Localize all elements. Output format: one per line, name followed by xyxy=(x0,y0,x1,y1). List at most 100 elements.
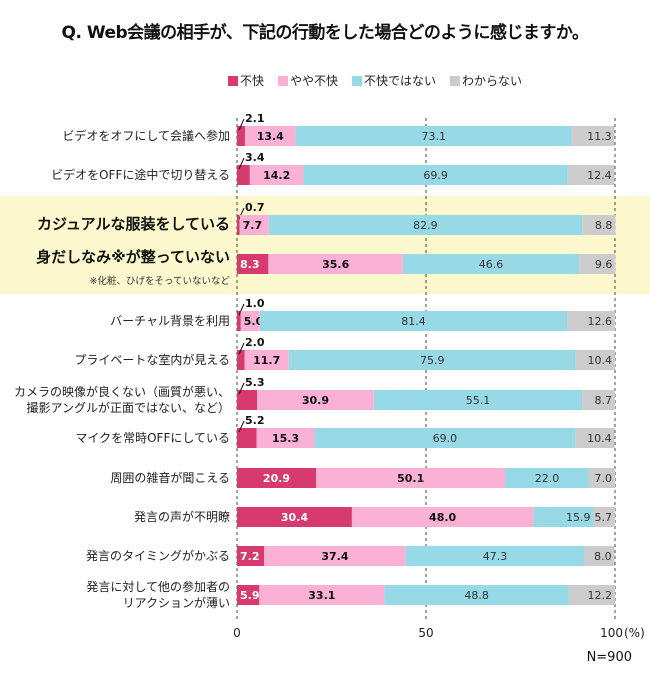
data-label: 20.9 xyxy=(263,472,290,485)
bar-segment-fukai xyxy=(237,585,260,605)
data-label: 35.6 xyxy=(322,258,349,271)
data-label: 46.6 xyxy=(479,258,504,271)
legend-item: わからない xyxy=(450,72,522,89)
data-label: 7.0 xyxy=(595,472,613,485)
data-label: 81.4 xyxy=(401,315,426,328)
bar-segment-yaya-fukai xyxy=(351,507,534,527)
x-tick-label: 50 xyxy=(418,626,433,640)
bar-segment-fukai-dewanai xyxy=(373,390,583,410)
category-label: ビデオをオフにして会議へ参加 xyxy=(62,128,230,143)
bar-segment-fukai-dewanai xyxy=(268,215,583,235)
data-label: 8.0 xyxy=(594,550,612,563)
bar-segment-fukai xyxy=(237,311,241,331)
data-label: 12.6 xyxy=(588,315,613,328)
bar-segment-fukai-dewanai xyxy=(303,165,568,185)
data-label: 14.2 xyxy=(263,169,290,182)
bar-segment-fukai xyxy=(237,215,240,235)
bar-segment-fukai xyxy=(237,126,245,146)
data-label: 11.7 xyxy=(253,354,280,367)
bar-segment-wakaranai xyxy=(575,350,615,370)
data-label: 12.4 xyxy=(587,169,612,182)
data-label: 5.7 xyxy=(595,511,613,524)
data-label: 5.9 xyxy=(240,589,260,602)
legend-label: 不快ではない xyxy=(364,74,437,88)
bar-segment-yaya-fukai xyxy=(244,126,296,146)
data-label: 69.9 xyxy=(423,169,448,182)
data-label: 47.3 xyxy=(483,550,508,563)
legend-swatch xyxy=(228,75,238,86)
data-label: 5.3 xyxy=(245,376,265,389)
bar-segment-wakaranai xyxy=(593,507,615,527)
data-label: 73.1 xyxy=(421,130,446,143)
bar-segment-fukai-dewanai xyxy=(288,350,576,370)
legend-label: わからない xyxy=(462,74,523,88)
data-label: 13.4 xyxy=(257,130,284,143)
highlight-band xyxy=(0,196,650,294)
bar-segment-yaya-fukai xyxy=(316,468,506,488)
data-label: 50.1 xyxy=(397,472,424,485)
bar-segment-wakaranai xyxy=(567,311,615,331)
bar-segment-yaya-fukai xyxy=(249,165,304,185)
category-label: 発言のタイミングがかぶる xyxy=(86,548,230,563)
category-label: リアクションが薄い xyxy=(123,595,230,610)
bar-segment-wakaranai xyxy=(571,126,615,146)
bar-segment-wakaranai xyxy=(582,215,616,235)
bar-segment-yaya-fukai xyxy=(259,585,385,605)
x-tick-label: 0 xyxy=(233,626,241,640)
leader-line xyxy=(238,157,245,170)
bar-segment-fukai-dewanai xyxy=(533,507,594,527)
bar-segment-fukai xyxy=(237,350,245,370)
legend-swatch xyxy=(278,75,289,86)
bar-segment-fukai-dewanai xyxy=(314,428,576,448)
data-label: 22.0 xyxy=(535,472,560,485)
bar-segment-fukai xyxy=(237,468,317,488)
data-label: 8.7 xyxy=(595,394,613,407)
legend: 不快 やや不快 不快ではない わからない xyxy=(228,72,522,89)
data-label: 12.2 xyxy=(588,589,613,602)
leader-line xyxy=(238,118,245,131)
bar-segment-wakaranai xyxy=(575,428,615,448)
category-note: ※化粧、ひげをそっていないなど xyxy=(90,275,231,287)
data-label: 3.4 xyxy=(245,151,265,164)
bar-segment-yaya-fukai xyxy=(256,428,315,448)
chart-title: Q. Web会議の相手が、下記の行動をした場合どのように感じますか。 xyxy=(61,23,590,43)
bar-segment-fukai xyxy=(237,390,258,410)
bar-segment-wakaranai xyxy=(579,254,616,274)
category-label: 撮影アングルが正面ではない、など） xyxy=(26,400,230,415)
data-label: 5.2 xyxy=(245,414,265,427)
bar-segment-yaya-fukai xyxy=(268,254,403,274)
bar-segment-fukai-dewanai xyxy=(384,585,569,605)
leader-line xyxy=(238,342,245,355)
data-label: 5.0 xyxy=(244,315,264,328)
data-label: 0.7 xyxy=(245,201,265,214)
bar-segment-fukai-dewanai xyxy=(405,546,585,566)
category-label: カジュアルな服装をしている xyxy=(37,215,230,233)
x-unit-label: (%) xyxy=(624,626,645,640)
data-label: 75.9 xyxy=(420,354,445,367)
data-label: 2.1 xyxy=(245,112,265,125)
data-label: 48.8 xyxy=(464,589,489,602)
data-label: 69.0 xyxy=(433,432,458,445)
legend-label: 不快 xyxy=(240,74,265,88)
category-label: プライベートな室内が見える xyxy=(74,352,230,367)
bar-segment-fukai-dewanai xyxy=(402,254,580,274)
data-label: 82.9 xyxy=(413,219,438,232)
data-label: 55.1 xyxy=(466,394,491,407)
legend-label: やや不快 xyxy=(290,74,339,88)
sample-size-label: N=900 xyxy=(586,650,632,665)
legend-swatch xyxy=(450,75,461,86)
bar-segment-fukai xyxy=(237,507,352,527)
bar-segment-yaya-fukai xyxy=(240,311,260,331)
bar-segment-yaya-fukai xyxy=(264,546,406,566)
bar-segment-yaya-fukai xyxy=(239,215,269,235)
category-label: 身だしなみ※が整っていない xyxy=(36,248,230,266)
bar-segment-fukai xyxy=(237,428,257,448)
data-label: 2.0 xyxy=(245,336,265,349)
legend-item: 不快 xyxy=(228,72,264,89)
data-label: 11.3 xyxy=(587,130,612,143)
x-tick-label: 100 xyxy=(600,626,623,640)
category-label: 発言の声が不明瞭 xyxy=(134,509,230,524)
category-label: ビデオをOFFに途中で切り替える xyxy=(51,167,230,182)
leader-line xyxy=(238,303,245,316)
